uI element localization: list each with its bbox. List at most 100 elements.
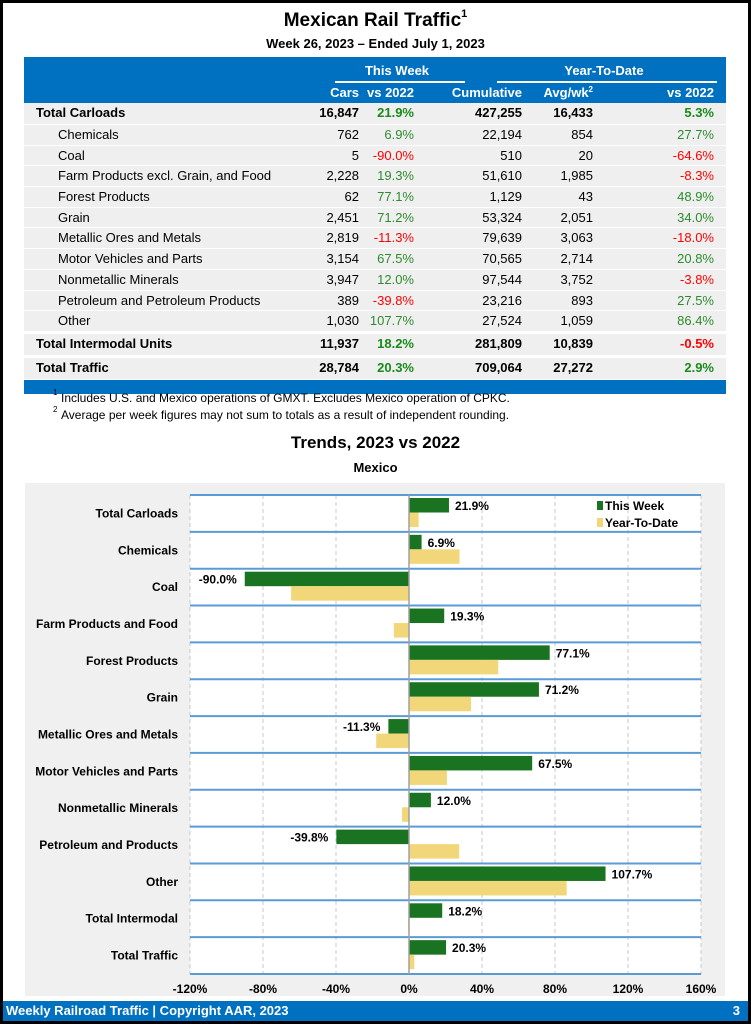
- avg-per-week-value: 3,752: [560, 271, 593, 287]
- x-tick-label: 40%: [470, 982, 494, 996]
- data-label: 71.2%: [545, 683, 579, 697]
- legend-label-this-week: This Week: [605, 499, 664, 513]
- table-row: Coal 5 -90.0% 510 20 -64.6%: [24, 145, 726, 167]
- cars-value: 2,228: [326, 168, 359, 184]
- week-change: 71.2%: [377, 209, 414, 225]
- category-label: Forest Products: [86, 654, 178, 668]
- row-label: Total Carloads: [36, 105, 126, 120]
- row-label: Grain: [58, 209, 90, 225]
- data-label: 12.0%: [437, 794, 471, 808]
- bar-this-week: [409, 498, 449, 513]
- x-tick-label: 120%: [613, 982, 644, 996]
- table-row: Petroleum and Petroleum Products 389 -39.8…: [24, 290, 726, 312]
- data-label: 6.9%: [428, 536, 456, 550]
- bar-this-week: [409, 682, 539, 697]
- bar-this-week: [388, 719, 409, 734]
- cars-value: 1,030: [326, 313, 359, 329]
- data-label: -39.8%: [290, 831, 328, 845]
- x-tick-label: -80%: [249, 982, 277, 996]
- avg-per-week-value: 893: [571, 292, 593, 308]
- data-label: -11.3%: [343, 720, 381, 734]
- title-footnote-marker: 1: [461, 8, 468, 20]
- footer-text: Weekly Railroad Traffic | Copyright AAR,…: [6, 1003, 289, 1018]
- bar-year-to-date: [409, 512, 419, 527]
- week-change: 6.9%: [384, 127, 414, 142]
- avg-per-week-value: 10,839: [553, 335, 593, 351]
- cars-value: 2,451: [326, 209, 359, 225]
- group-underline-this-week: [335, 81, 465, 83]
- col-header-cumulative: Cumulative: [451, 85, 522, 100]
- report-page: Mexican Rail Traffic1 Week 26, 2023 – En…: [3, 3, 748, 1021]
- row-label: Coal: [58, 147, 85, 163]
- avg-per-week-value: 2,714: [560, 251, 593, 267]
- table-row: Total Intermodal Units 11,937 18.2% 281,809…: [24, 331, 726, 356]
- data-label: 21.9%: [455, 499, 489, 513]
- table-row: Motor Vehicles and Parts 3,154 67.5% 70,565…: [24, 249, 726, 270]
- cumulative-value: 51,610: [482, 168, 522, 184]
- avg-per-week-value: 3,063: [560, 230, 593, 246]
- cumulative-value: 22,194: [482, 127, 522, 142]
- x-tick-label: -120%: [173, 982, 208, 996]
- plot-background: [190, 495, 701, 974]
- footnote-marker: 1: [53, 388, 58, 397]
- bar-this-week: [409, 645, 550, 660]
- cumulative-value: 709,064: [475, 359, 522, 375]
- table-body: Total Carloads 16,847 21.9% 427,255 16,433 5.…: [24, 103, 726, 380]
- ytd-change: 5.3%: [684, 105, 714, 120]
- ytd-change: -18.0%: [672, 230, 714, 246]
- avgwk-footnote-marker: 2: [588, 85, 593, 94]
- category-label: Chemicals: [118, 543, 178, 557]
- footnote-text: Average per week figures may not sum to …: [61, 408, 510, 422]
- table-row: Farm Products excl. Grain, and Food 2,228…: [24, 166, 726, 188]
- legend-label-ytd: Year-To-Date: [605, 516, 678, 530]
- avg-per-week-value: 27,272: [553, 359, 593, 375]
- title-text: Mexican Rail Traffic: [283, 10, 462, 31]
- cars-value: 3,154: [326, 251, 359, 267]
- chart-subtitle: Mexico: [353, 460, 398, 475]
- x-tick-label: -40%: [322, 982, 350, 996]
- cars-value: 5: [351, 147, 359, 163]
- cars-value: 3,947: [326, 271, 359, 287]
- bar-year-to-date: [376, 733, 409, 749]
- trends-bar-chart: 21.9% Total Carloads 6.9% Chemicals -90.0% Co…: [35, 494, 717, 996]
- category-label: Total Traffic: [111, 949, 178, 963]
- ytd-change: -0.5%: [680, 335, 714, 351]
- table-row: Other 1,030 107.7% 27,524 1,059 86.4%: [24, 311, 726, 332]
- avg-per-week-value: 16,433: [553, 105, 593, 120]
- ytd-change: -3.8%: [680, 271, 714, 287]
- bar-this-week: [409, 534, 422, 550]
- page-subtitle: Week 26, 2023 – Ended July 1, 2023: [266, 36, 485, 51]
- row-label: Total Intermodal Units: [36, 335, 173, 351]
- x-tick-label: 0%: [400, 982, 418, 996]
- data-label: 67.5%: [538, 757, 572, 771]
- row-label: Petroleum and Petroleum Products: [58, 292, 261, 308]
- row-label: Motor Vehicles and Parts: [58, 251, 203, 267]
- page-number: 3: [732, 1003, 740, 1018]
- bar-year-to-date: [409, 549, 460, 564]
- ytd-change: 2.9%: [684, 359, 714, 375]
- cumulative-value: 53,324: [482, 209, 522, 225]
- bar-year-to-date: [409, 954, 415, 970]
- ytd-change: 20.8%: [677, 251, 714, 267]
- cars-value: 762: [337, 127, 359, 142]
- bar-this-week: [409, 792, 431, 808]
- ytd-change: 34.0%: [677, 209, 714, 225]
- week-change: 19.3%: [377, 168, 414, 184]
- avg-per-week-value: 1,985: [560, 168, 593, 184]
- table-row: Total Traffic 28,784 20.3% 709,064 27,272 2.9…: [24, 355, 726, 380]
- cars-value: 16,847: [319, 105, 359, 120]
- week-change: 21.9%: [377, 105, 414, 120]
- bar-year-to-date: [291, 586, 409, 601]
- row-label: Total Traffic: [36, 359, 109, 375]
- row-label: Forest Products: [58, 189, 150, 205]
- row-label: Nonmetallic Minerals: [58, 271, 179, 287]
- avg-per-week-value: 2,051: [560, 209, 593, 225]
- footnote-1: 1 Includes U.S. and Mexico operations of …: [53, 388, 510, 405]
- ytd-change: 48.9%: [677, 189, 714, 205]
- chart-area: 21.9% Total Carloads 6.9% Chemicals -90.0% Co…: [25, 483, 725, 996]
- bar-year-to-date: [409, 880, 567, 896]
- legend-swatch-ytd: [597, 518, 603, 527]
- week-change: -39.8%: [372, 292, 414, 308]
- cumulative-value: 281,809: [475, 335, 522, 351]
- category-label: Total Carloads: [96, 506, 179, 520]
